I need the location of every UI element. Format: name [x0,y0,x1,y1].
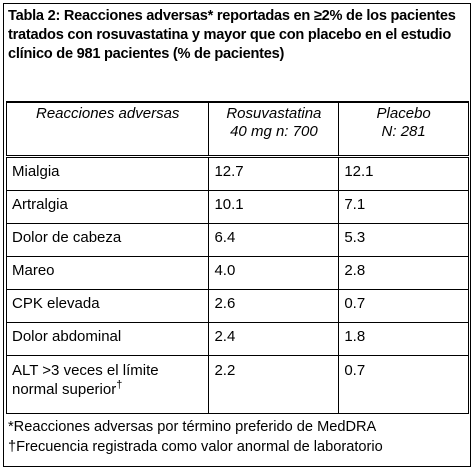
column-header: Placebo N: 281 [338,101,469,158]
header-line: N: 281 [381,123,426,140]
label-text: Mialgia [12,163,60,180]
label-text: Artralgia [12,196,68,213]
header-line: 40 mg n: 700 [230,123,318,140]
table-row: Mialgia 12.7 12.1 [5,156,469,191]
header-line: Reacciones adversas [36,105,180,122]
table-title: Tabla 2: Reacciones adversas* reportadas… [8,8,456,62]
table-row: CPK elevada 2.6 0.7 [5,289,469,323]
label-text: Mareo [12,262,55,279]
table-row: ALT >3 veces el límite normal superior† 2… [5,355,469,414]
label-text: Dolor abdominal [12,328,122,345]
table-row: Dolor abdominal 2.4 1.8 [5,322,469,356]
cell-value: 12.1 [338,156,469,191]
cell-value: 10.1 [208,190,340,224]
footnotes: *Reacciones adversas por término preferi… [8,417,470,457]
row-label: Artralgia [5,190,210,224]
cell-value: 5.3 [338,223,469,257]
cell-value: 0.7 [338,289,469,323]
label-text: CPK elevada [12,295,100,312]
label-text: Dolor de cabeza [12,229,122,246]
table-row: Artralgia 10.1 7.1 [5,190,469,224]
cell-value: 2.8 [338,256,469,290]
footnote: *Reacciones adversas por término preferi… [8,419,377,435]
row-label: Mialgia [5,156,210,191]
footnote-marker: † [116,379,123,391]
column-header: Rosuvastatina 40 mg n: 700 [208,101,340,158]
cell-value: 2.4 [208,322,340,356]
table-head: Reacciones adversas Rosuvastatina 40 mg n:… [5,101,469,158]
cell-value: 0.7 [338,355,469,414]
row-label: ALT >3 veces el límite normal superior† [5,355,210,414]
cell-value: 12.7 [208,156,340,191]
row-label: Mareo [5,256,210,290]
cell-value: 4.0 [208,256,340,290]
cell-value: 7.1 [338,190,469,224]
row-label: Dolor abdominal [5,322,210,356]
cell-value: 2.2 [208,355,340,414]
row-label: Dolor de cabeza [5,223,210,257]
table-row: Dolor de cabeza 6.4 5.3 [5,223,469,257]
header-row: Reacciones adversas Rosuvastatina 40 mg n:… [5,101,469,158]
footnote: †Frecuencia registrada como valor anorma… [8,439,383,455]
frame: Tabla 2: Reacciones adversas* reportadas… [3,3,471,467]
cell-value: 2.6 [208,289,340,323]
cell-value: 1.8 [338,322,469,356]
table-body: Mialgia 12.7 12.1 Artralgia 10.1 7.1 Dolor de … [5,156,469,414]
data-table: Reacciones adversas Rosuvastatina 40 mg n:… [5,101,469,414]
column-header: Reacciones adversas [5,101,210,158]
table-row: Mareo 4.0 2.8 [5,256,469,290]
label-text: ALT >3 veces el límite normal superior [12,362,159,398]
header-line: Rosuvastatina [226,105,322,122]
cell-value: 6.4 [208,223,340,257]
row-label: CPK elevada [5,289,210,323]
header-line: Placebo [376,105,431,122]
